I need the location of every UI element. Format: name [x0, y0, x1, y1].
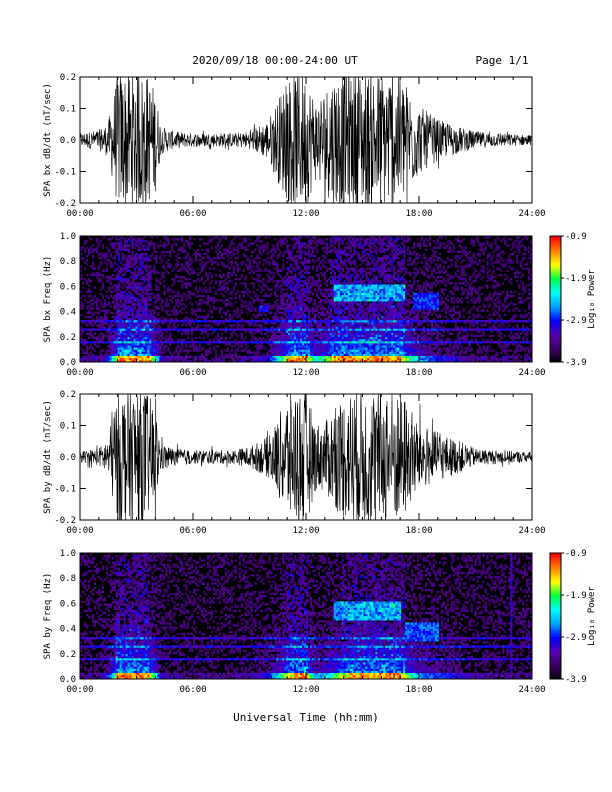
y-tick-label: -0.1	[54, 168, 76, 178]
by-spectrogram-panel: 00:00 06:00 12:00 18:00 24:00 0.0 0.2 0.4 0.6 0.8…	[43, 549, 597, 695]
y-tick-label: 0.4	[60, 308, 76, 318]
y-tick-label: 0.8	[60, 257, 76, 267]
x-tick-label: 24:00	[518, 685, 545, 695]
y-tick-label: -0.2	[54, 199, 76, 209]
y-tick-label: 0.6	[60, 599, 76, 609]
colorbar-tick-label: -0.9	[565, 549, 587, 559]
bx-waveform-panel: 00:00 06:00 12:00 18:00 24:00 -0.2 -0.1 0.0 0.1 0…	[43, 73, 546, 219]
y-tick-label: 0.2	[60, 650, 76, 660]
x-tick-label: 12:00	[292, 526, 319, 536]
x-tick-label: 00:00	[66, 526, 93, 536]
x-tick-label: 00:00	[66, 209, 93, 219]
x-tick-label: 24:00	[518, 526, 545, 536]
colorbar-tick-label: -0.9	[565, 232, 587, 242]
y-tick-label: 0.0	[60, 358, 76, 368]
x-tick-label: 24:00	[518, 368, 545, 378]
y-tick-label: 0.0	[60, 136, 76, 146]
y-tick-label: 0.4	[60, 625, 76, 635]
x-tick-label: 18:00	[405, 526, 432, 536]
x-axis-title: Universal Time (hh:mm)	[233, 711, 379, 724]
colorbar-title: Log₁₀ Power	[587, 269, 597, 329]
y-tick-label: 0.1	[60, 105, 76, 115]
y-tick-label: 1.0	[60, 232, 76, 242]
y-axis-title: SPA bx dB/dt (nT/sec)	[43, 83, 53, 197]
x-tick-label: 06:00	[179, 209, 206, 219]
x-tick-label: 12:00	[292, 209, 319, 219]
colorbar-tick-label: -1.9	[565, 274, 587, 284]
x-tick-label: 24:00	[518, 209, 545, 219]
y-tick-label: 0.2	[60, 390, 76, 400]
x-tick-label: 06:00	[179, 685, 206, 695]
colorbar-tick-label: -3.9	[565, 358, 587, 368]
y-tick-label: 0.1	[60, 422, 76, 432]
colorbar-tick-label: -2.9	[565, 633, 587, 643]
y-tick-label: 0.2	[60, 333, 76, 343]
x-tick-label: 18:00	[405, 368, 432, 378]
y-tick-label: -0.1	[54, 485, 76, 495]
colorbar-frame	[549, 552, 562, 680]
colorbar: -0.9 -1.9 -2.9 -3.9 Log₁₀ Power	[549, 232, 597, 368]
colorbar: -0.9 -1.9 -2.9 -3.9 Log₁₀ Power	[549, 549, 597, 685]
y-axis-title: SPA by Freq (Hz)	[43, 573, 53, 660]
by-waveform-panel: 00:00 06:00 12:00 18:00 24:00 -0.2 -0.1 0.0 0.1 0…	[43, 390, 546, 536]
colorbar-tick-label: -2.9	[565, 316, 587, 326]
y-tick-label: 0.6	[60, 282, 76, 292]
x-tick-label: 06:00	[179, 526, 206, 536]
y-tick-label: 0.0	[60, 453, 76, 463]
x-tick-label: 12:00	[292, 368, 319, 378]
bx-waveform-series-line	[80, 77, 532, 203]
x-tick-label: 18:00	[405, 685, 432, 695]
panels: 00:00 06:00 12:00 18:00 24:00 -0.2 -0.1 0.0 0.1 0…	[43, 73, 597, 695]
x-tick-label: 12:00	[292, 685, 319, 695]
y-tick-label: -0.2	[54, 516, 76, 526]
bx-spectrogram-panel: 00:00 06:00 12:00 18:00 24:00 0.0 0.2 0.4 0.6 0.8…	[43, 232, 597, 378]
x-tick-label: 06:00	[179, 368, 206, 378]
page-indicator: Page 1/1	[476, 54, 529, 67]
y-axis-title: SPA bx Freq (Hz)	[43, 256, 53, 343]
x-tick-label: 00:00	[66, 685, 93, 695]
y-tick-label: 0.0	[60, 675, 76, 685]
spectrogram-cells	[80, 236, 533, 363]
by-waveform-series-line	[80, 394, 532, 520]
plot-title: 2020/09/18 00:00-24:00 UT	[192, 54, 358, 67]
spectrogram-cells	[80, 553, 533, 680]
y-tick-label: 0.2	[60, 73, 76, 83]
y-axis-title: SPA by dB/dt (nT/sec)	[43, 400, 53, 514]
colorbar-title: Log₁₀ Power	[587, 586, 597, 646]
colorbar-frame	[549, 235, 562, 363]
x-tick-label: 00:00	[66, 368, 93, 378]
colorbar-tick-label: -1.9	[565, 591, 587, 601]
y-tick-label: 0.8	[60, 574, 76, 584]
x-tick-label: 18:00	[405, 209, 432, 219]
y-tick-label: 1.0	[60, 549, 76, 559]
colorbar-tick-label: -3.9	[565, 675, 587, 685]
